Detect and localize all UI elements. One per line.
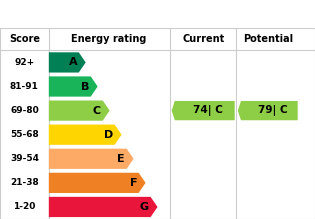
Polygon shape xyxy=(49,149,134,169)
Text: 92+: 92+ xyxy=(14,58,35,67)
Polygon shape xyxy=(49,101,110,121)
Text: Energy Efficiency Rating: Energy Efficiency Rating xyxy=(6,7,216,22)
Text: 1-20: 1-20 xyxy=(13,202,36,212)
Polygon shape xyxy=(49,52,86,72)
Polygon shape xyxy=(49,197,158,217)
Text: Potential: Potential xyxy=(243,34,293,44)
Text: B: B xyxy=(81,81,89,92)
Text: 81-91: 81-91 xyxy=(10,82,39,91)
Text: 55-68: 55-68 xyxy=(10,130,39,139)
Polygon shape xyxy=(49,76,98,97)
Text: 79| C: 79| C xyxy=(258,105,287,116)
Polygon shape xyxy=(238,101,298,120)
Text: F: F xyxy=(129,178,137,188)
Text: 74| C: 74| C xyxy=(193,105,223,116)
Polygon shape xyxy=(49,173,146,193)
Text: A: A xyxy=(69,57,77,67)
Text: Score: Score xyxy=(9,34,40,44)
Text: Current: Current xyxy=(182,34,224,44)
Text: Energy rating: Energy rating xyxy=(71,34,146,44)
Text: D: D xyxy=(104,130,113,140)
Text: E: E xyxy=(117,154,125,164)
Text: 21-38: 21-38 xyxy=(10,178,39,187)
Text: C: C xyxy=(93,106,101,116)
Text: 69-80: 69-80 xyxy=(10,106,39,115)
Text: 39-54: 39-54 xyxy=(10,154,39,163)
Text: G: G xyxy=(140,202,149,212)
Polygon shape xyxy=(49,125,122,145)
Polygon shape xyxy=(172,101,235,120)
